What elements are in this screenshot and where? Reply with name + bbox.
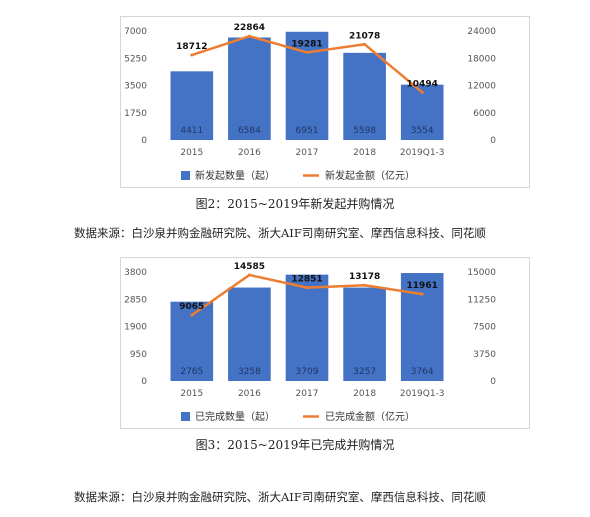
right-axis-tick-label: 6000 [473,109,496,119]
left-axis-tick-label: 950 [130,350,147,360]
line-point [363,42,367,46]
right-axis-tick-label: 7500 [473,323,496,333]
line-data-label: 13178 [349,272,380,282]
left-axis-tick-label: 2850 [124,295,147,305]
category-tick-label: 2015 [180,389,203,399]
line-point [363,283,367,287]
line-data-label: 21078 [349,31,380,41]
bar-data-label: 2765 [180,367,203,377]
right-axis-tick-label: 11250 [467,295,496,305]
line-data-label: 22864 [234,23,265,33]
bar-data-label: 5598 [353,126,376,136]
bar [400,84,444,140]
legend-bar-label: 已完成数量（起） [195,410,275,423]
bar-data-label: 4411 [180,126,203,136]
category-tick-label: 2017 [296,148,319,158]
category-tick-label: 2019Q1-3 [400,389,445,399]
bar [343,52,386,140]
right-axis-tick-label: 0 [490,136,496,146]
chart-new-mergers-svg: 0 1750 3500 5250 7000 0 6000 12000 18000 24000 441… [124,23,496,182]
right-axis-tick-label: 3750 [473,350,496,360]
line-data-label: 12851 [291,275,322,285]
left-axis-tick-label: 3800 [124,268,147,278]
line-point [247,273,251,277]
legend-line-label: 已完成金额（亿元） [325,410,415,423]
category-tick-label: 2019Q1-3 [400,148,445,158]
left-axis-tick-label: 1750 [124,109,147,119]
data-source-2: 数据来源：白沙泉并购金融研究院、浙大AIF司南研究室、摩西信息科技、同花顺 [74,490,486,504]
line-data-label: 19281 [291,39,322,49]
line-point [247,34,251,38]
right-axis-tick-label: 24000 [467,27,496,37]
line-point [190,313,194,317]
figure-2-caption: 图2：2015~2019年新发起并购情况 [195,197,395,211]
line-point [305,286,309,290]
legend-bar-swatch [181,171,190,180]
bar-data-label: 3709 [296,367,319,377]
category-tick-label: 2015 [180,148,203,158]
legend-line-label: 新发起金额（亿元） [325,169,415,182]
line-data-label: 18712 [176,42,207,52]
right-axis-tick-label: 0 [490,377,496,387]
bar [343,287,386,381]
category-tick-label: 2018 [353,148,376,158]
category-tick-label: 2017 [296,389,319,399]
legend-bar-label: 新发起数量（起） [195,169,275,182]
bar [285,274,329,381]
left-axis-tick-label: 3500 [124,82,147,92]
bar-data-label: 6951 [296,126,319,136]
left-axis-tick-label: 0 [141,136,147,146]
bar-data-label: 3257 [353,367,376,377]
line-data-label: 14585 [234,262,265,272]
right-axis-tick-label: 18000 [467,54,496,64]
category-tick-label: 2018 [353,389,376,399]
figure-3-caption: 图3：2015~2019年已完成并购情况 [195,438,395,452]
left-axis-tick-label: 1900 [124,323,147,333]
line-point [190,53,194,57]
bar [170,71,214,140]
bar-data-label: 3258 [238,367,261,377]
category-tick-label: 2016 [238,389,261,399]
line-data-label: 11961 [407,281,438,291]
data-source-1: 数据来源：白沙泉并购金融研究院、浙大AIF司南研究室、摩西信息科技、同花顺 [74,226,486,240]
chart-new-mergers: 0 1750 3500 5250 7000 0 6000 12000 18000 24000 441… [120,16,530,188]
bar-data-label: 6584 [238,126,261,136]
category-tick-label: 2016 [238,148,261,158]
line-point [420,292,424,296]
bar-data-label: 3554 [411,126,434,136]
legend-bar-swatch [181,412,190,421]
bar [228,287,271,381]
line-point [420,90,424,94]
line-point [305,50,309,54]
right-axis-tick-label: 12000 [467,82,496,92]
line-data-label: 9065 [179,302,204,312]
left-axis-tick-label: 7000 [124,27,147,37]
right-axis-tick-label: 15000 [467,268,496,278]
chart-completed-mergers: 0 950 1900 2850 3800 0 3750 7500 11250 15000 2765 2… [120,257,530,429]
left-axis-tick-label: 5250 [124,54,147,64]
bar-data-label: 3764 [411,367,434,377]
left-axis-tick-label: 0 [141,377,147,387]
chart-completed-mergers-svg: 0 950 1900 2850 3800 0 3750 7500 11250 15000 2765 2… [124,262,496,423]
bar [228,37,271,140]
line-data-label: 10494 [407,79,438,89]
